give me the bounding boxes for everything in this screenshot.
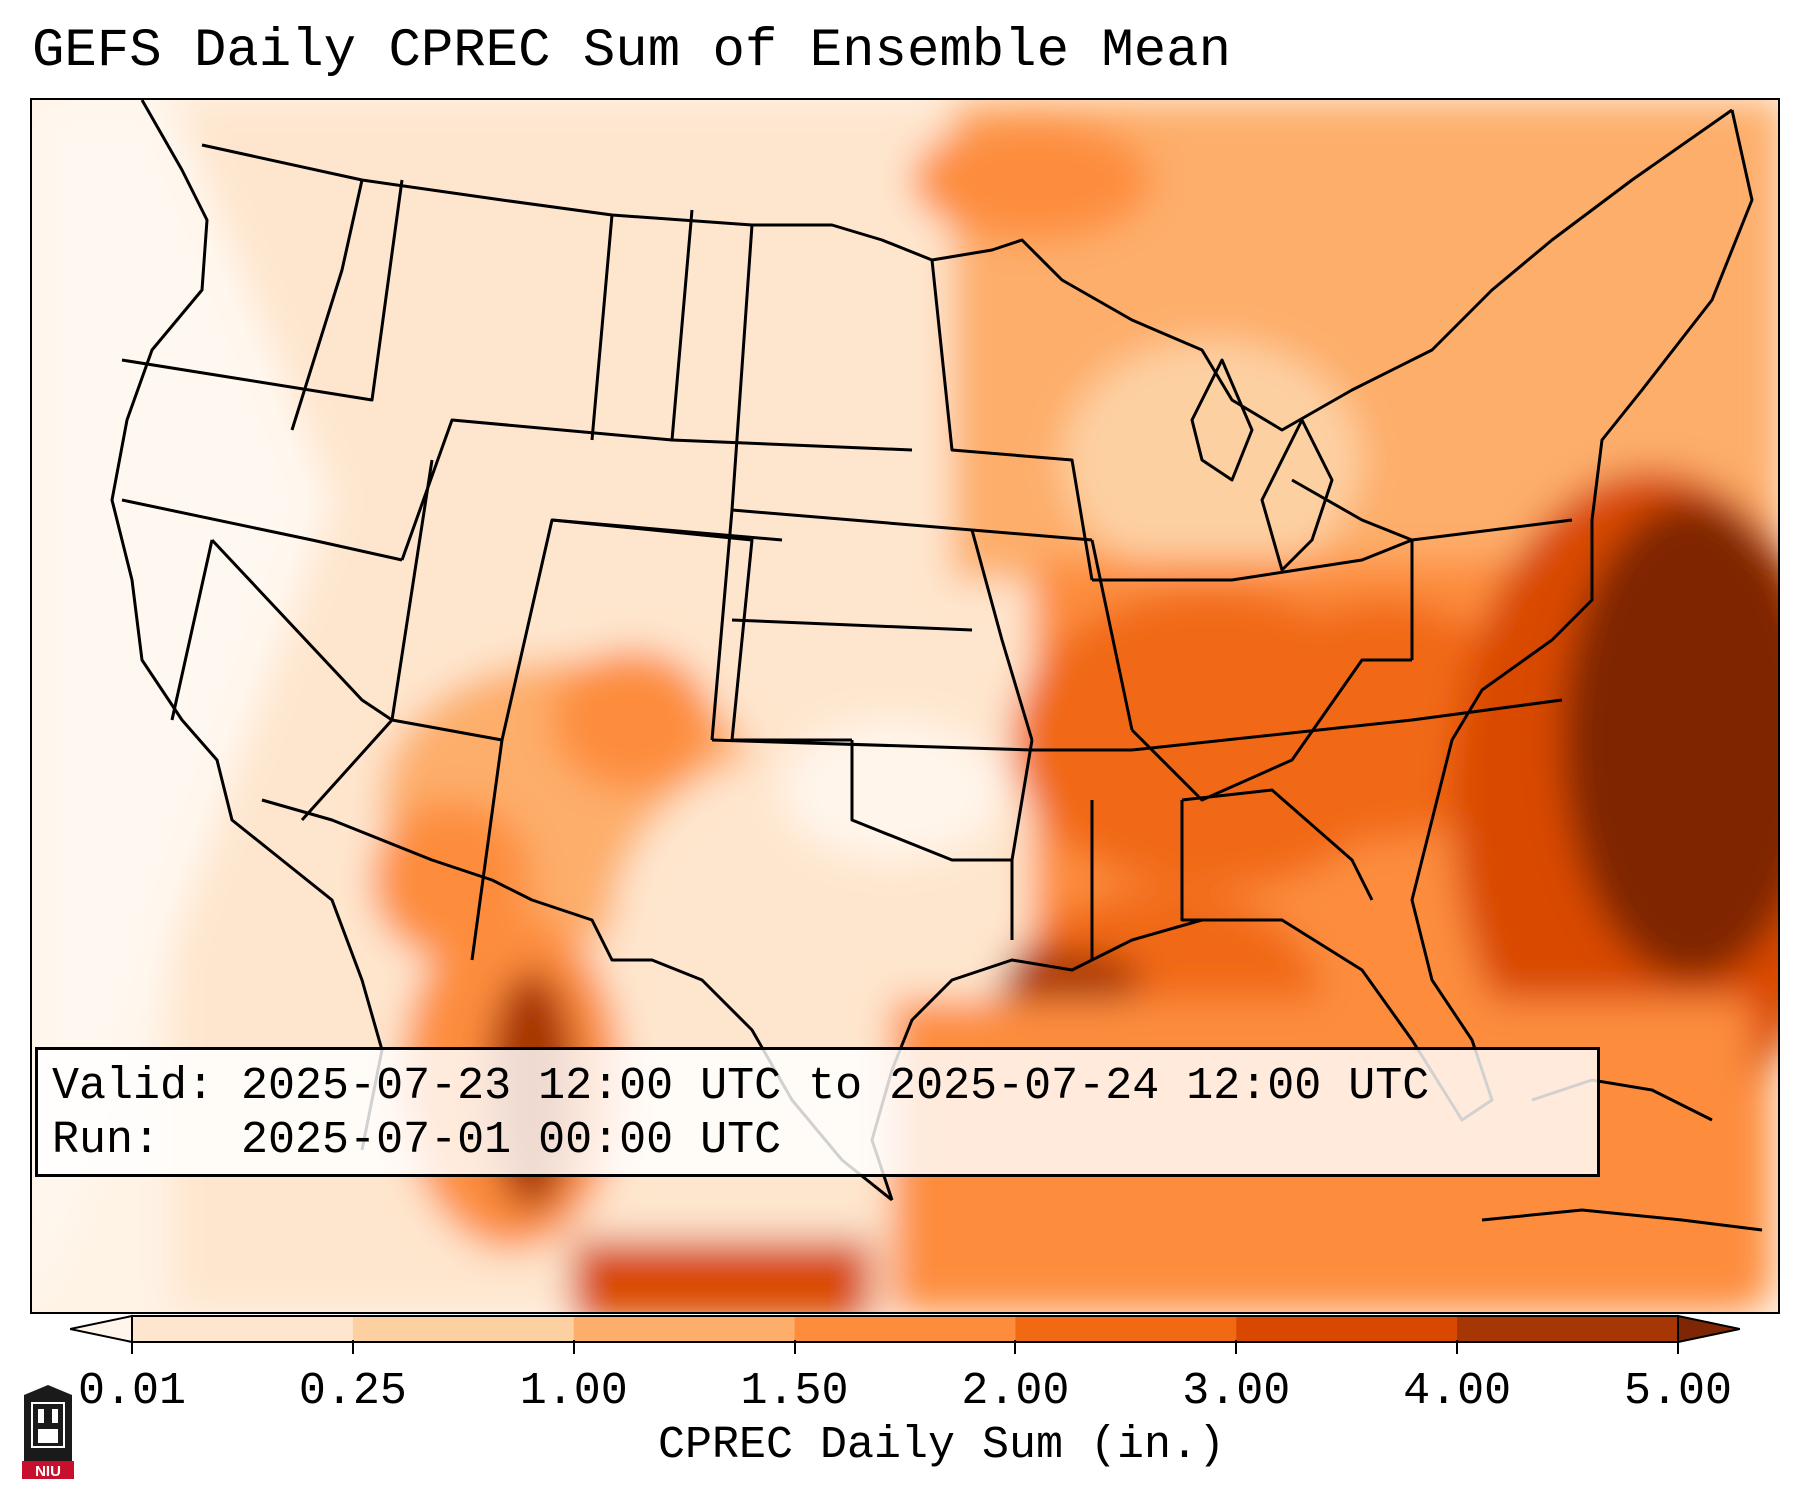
colorbar-tick-mark — [1014, 1340, 1017, 1354]
colorbar-tick-label: 4.00 — [1403, 1366, 1512, 1417]
colorbar-tick-label: 1.50 — [740, 1366, 849, 1417]
colorbar — [70, 1314, 1740, 1344]
run-time: 2025-07-01 00:00 UTC — [241, 1115, 782, 1166]
colorbar-tick-mark — [793, 1340, 796, 1354]
colorbar-tick-mark — [131, 1340, 133, 1354]
colorbar-segment — [794, 1316, 1016, 1342]
colorbar-tick-mark — [1456, 1340, 1459, 1354]
colorbar-extension-high — [1677, 1314, 1740, 1344]
logo-text: NIU — [35, 1463, 61, 1480]
valid-time: 2025-07-23 12:00 UTC to 2025-07-24 12:00… — [241, 1061, 1430, 1112]
colorbar-tick-label: 5.00 — [1623, 1366, 1733, 1417]
colorbar-segment — [132, 1316, 354, 1342]
colorbar-segment — [573, 1316, 796, 1342]
colorbar-tick-label: 3.00 — [1182, 1366, 1291, 1417]
colorbar-tick-label: 0.01 — [77, 1366, 187, 1417]
valid-run-info-box: Valid: 2025-07-23 12:00 UTC to 2025-07-2… — [35, 1047, 1600, 1177]
chart-title: GEFS Daily CPREC Sum of Ensemble Mean — [32, 21, 1231, 82]
valid-label: Valid: — [52, 1061, 215, 1112]
colorbar-label: CPREC Daily Sum (in.) — [657, 1420, 1226, 1471]
run-label: Run: — [52, 1115, 161, 1166]
colorbar-segment — [1015, 1316, 1237, 1342]
colorbar-segment — [1236, 1316, 1458, 1342]
colorbar-tick-label: 2.00 — [961, 1366, 1070, 1417]
state-borders — [110, 100, 1754, 1202]
colorbar-extension-low — [70, 1314, 133, 1344]
colorbar-tick-label: 0.25 — [298, 1366, 407, 1417]
colorbar-ticks: 0.01 0.25 1.00 1.50 2.00 3.00 4.00 5.00 — [0, 1340, 1803, 1417]
colorbar-tick-label: 1.00 — [519, 1366, 628, 1417]
colorbar-tick-mark — [1677, 1340, 1679, 1354]
colorbar-frame — [131, 1315, 1679, 1343]
colorbar-tick-mark — [572, 1340, 575, 1354]
colorbar-tick-mark — [1235, 1340, 1238, 1354]
colorbar-segment — [1457, 1316, 1679, 1342]
colorbar-tick-mark — [351, 1340, 354, 1354]
niu-tower-logo-icon: NIU — [22, 1385, 74, 1480]
colorbar-segment — [352, 1316, 575, 1342]
